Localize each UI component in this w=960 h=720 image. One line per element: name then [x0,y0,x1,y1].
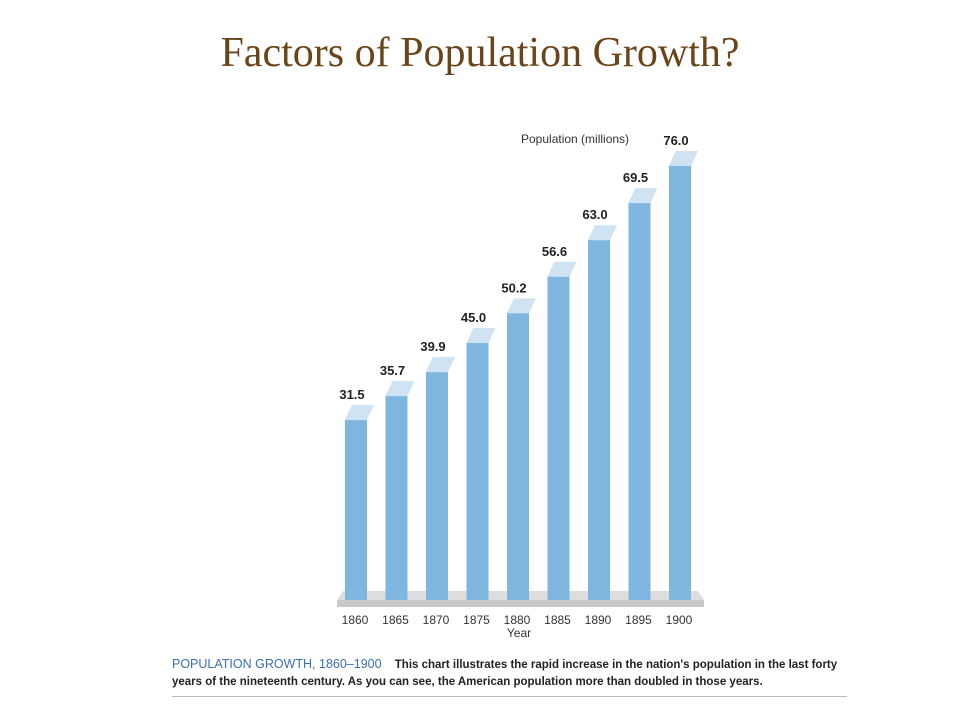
population-bar-chart: Population (millions) 31.5 35.7 39.9 45.0 50… [337,132,704,640]
value-label: 35.7 [380,363,405,378]
bar-top [426,357,455,373]
bar [466,328,496,600]
x-tick-label: 1870 [423,613,450,627]
bar-front [466,343,489,600]
bar [588,225,617,600]
value-label: 63.0 [582,207,607,222]
value-label: 50.2 [501,280,526,295]
value-label: 76.0 [663,133,688,148]
bar-top [507,298,536,314]
value-label: 56.6 [542,244,567,259]
caption-divider [172,696,847,697]
bar [345,405,374,600]
value-label: 45.0 [461,310,486,325]
bar-top [345,405,374,421]
y-axis-label: Population (millions) [521,132,629,146]
caption-heading: POPULATION GROWTH, 1860–1900 [172,657,382,671]
x-tick-label: 1860 [342,613,369,627]
x-tick-label: 1900 [666,613,693,627]
bar [385,381,415,600]
caption-body: This chart illustrates the rapid increas… [172,659,838,688]
bar-top [547,261,577,277]
bars-group [345,151,698,601]
bar-top [628,188,658,204]
x-tick-label: 1865 [382,613,409,627]
x-tick-label: 1895 [625,613,652,627]
bar-top [588,225,617,241]
bar [547,261,577,600]
value-label: 31.5 [339,387,364,402]
value-label: 69.5 [623,170,648,185]
bar-top [466,328,496,344]
bar-front [588,240,610,600]
x-axis-label: Year [507,626,531,640]
bar-top [385,381,415,397]
bar [669,151,698,600]
bar [628,188,658,601]
bar [507,298,536,600]
chart-caption: POPULATION GROWTH, 1860–1900 This chart … [172,656,847,691]
x-tick-label: 1890 [585,613,612,627]
x-tick-label: 1885 [544,613,571,627]
x-tick-label: 1875 [463,613,490,627]
bar-top [669,151,698,166]
floor-front [337,600,704,607]
value-label: 39.9 [420,339,445,354]
bar-front [628,203,651,601]
bar-front [669,166,691,600]
bar-front [345,420,367,600]
bar [426,357,455,600]
bar-front [507,313,529,600]
x-tick-labels-group: 1860 1865 1870 1875 1880 1885 1890 1895 1900 [342,613,693,627]
bar-front [385,396,408,600]
bar-front [426,372,448,600]
value-labels-group: 31.5 35.7 39.9 45.0 50.2 56.6 63.0 69.5 76.0 [339,133,688,402]
x-tick-label: 1880 [504,613,531,627]
bar-front [547,276,570,600]
slide-title: Factors of Population Growth? [220,30,740,76]
